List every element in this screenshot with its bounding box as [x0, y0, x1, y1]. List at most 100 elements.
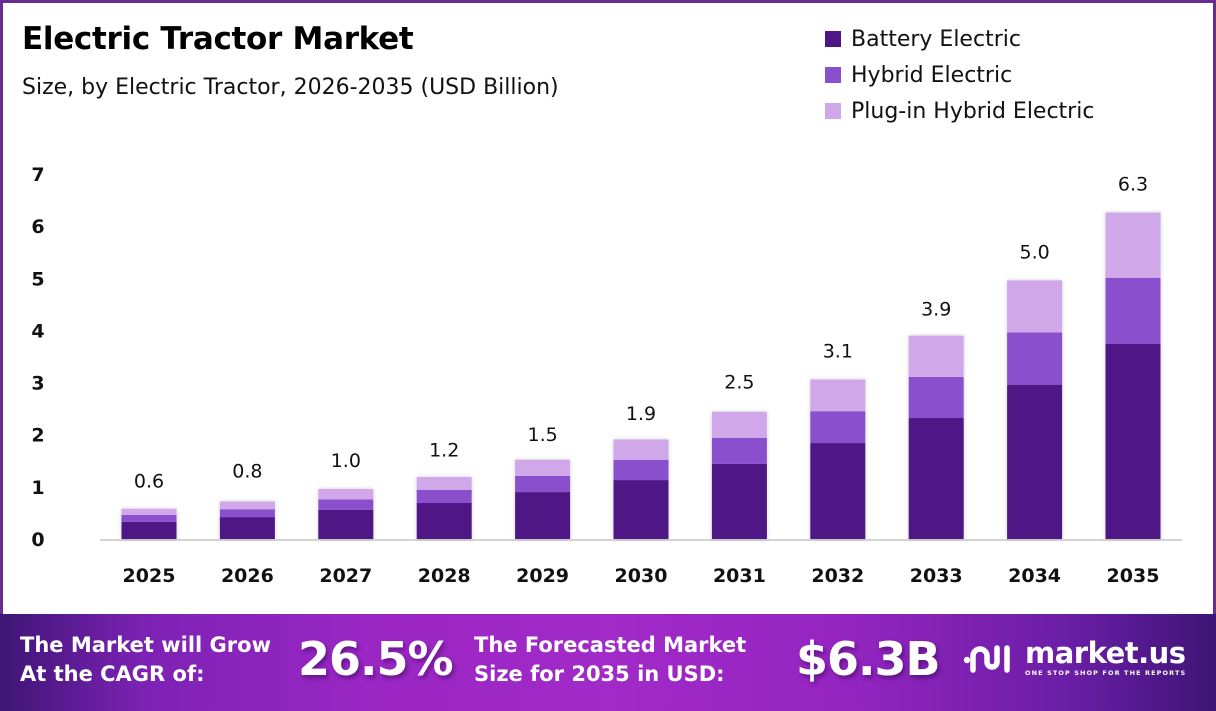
data-labels: 0.6 0.8 1.0 1.2 1.5 1.9 2.5 3.1 3.9 5.0 6.3	[134, 174, 1148, 493]
chart-title: Electric Tractor Market	[22, 21, 414, 57]
x-tick-label-2027: 2027	[319, 565, 372, 587]
legend-label: Battery Electric	[851, 26, 1021, 52]
bar-segment-plug-in-hybrid-electric-2025	[121, 508, 177, 516]
y-tick-label: 3	[31, 373, 44, 395]
forecast-caption: The Forecasted Market Size for 2035 in U…	[474, 631, 746, 689]
bar-segment-hybrid-electric-2032	[810, 411, 866, 444]
bar-segment-hybrid-electric-2026	[219, 509, 275, 518]
bar-segment-battery-electric-2030	[613, 480, 669, 539]
footer-banner: The Market will Grow At the CAGR of: 26.…	[0, 614, 1216, 711]
bar-segment-battery-electric-2034	[1007, 384, 1063, 539]
bar-segment-battery-electric-2032	[810, 443, 866, 539]
bar-segment-hybrid-electric-2035	[1105, 277, 1161, 344]
bar-segment-battery-electric-2031	[711, 463, 767, 539]
x-tick-label-2034: 2034	[1008, 565, 1061, 587]
market-us-logo-icon	[963, 644, 1010, 673]
legend-swatch-battery-electric	[825, 31, 841, 47]
bar-segment-hybrid-electric-2030	[613, 459, 669, 481]
y-tick-label: 5	[31, 268, 44, 290]
y-tick-label: 4	[31, 320, 44, 342]
data-label-2034: 5.0	[1019, 241, 1049, 263]
bar-segment-battery-electric-2029	[515, 492, 571, 539]
y-tick-label: 6	[31, 216, 44, 238]
forecast-value: $6.3B	[796, 632, 941, 686]
bar-segment-plug-in-hybrid-electric-2035	[1105, 212, 1161, 278]
chart-subtitle: Size, by Electric Tractor, 2026-2035 (US…	[22, 75, 559, 100]
legend-item-hybrid-electric: Hybrid Electric	[825, 57, 1094, 93]
bar-segment-battery-electric-2026	[219, 517, 275, 539]
legend-item-plug-in-hybrid-electric: Plug-in Hybrid Electric	[825, 93, 1094, 129]
cagr-caption: The Market will Grow At the CAGR of:	[20, 631, 271, 689]
legend-swatch-hybrid-electric	[825, 67, 841, 83]
legend-label: Plug-in Hybrid Electric	[851, 98, 1095, 124]
y-tick-label: 0	[31, 529, 44, 551]
bar-stack-2029	[515, 459, 571, 539]
data-label-2035: 6.3	[1118, 174, 1148, 196]
bar-stack-2033	[908, 335, 964, 539]
bar-segment-battery-electric-2025	[121, 521, 177, 539]
bar-segment-plug-in-hybrid-electric-2027	[318, 488, 374, 500]
bar-segment-plug-in-hybrid-electric-2030	[613, 439, 669, 460]
x-tick-label-2026: 2026	[221, 565, 274, 587]
logo-text-block: market.us ONE STOP SHOP FOR THE REPORTS	[1025, 638, 1186, 677]
data-label-2026: 0.8	[232, 460, 262, 482]
bar-stack-2035	[1105, 212, 1161, 539]
bar-segment-plug-in-hybrid-electric-2032	[810, 379, 866, 412]
bar-segment-battery-electric-2028	[416, 503, 472, 539]
forecast-caption-line1: The Forecasted Market	[474, 633, 747, 657]
x-tick-label-2030: 2030	[615, 565, 668, 587]
bar-segment-plug-in-hybrid-electric-2034	[1007, 280, 1063, 333]
bar-stack-2031	[711, 411, 767, 539]
bar-segment-plug-in-hybrid-electric-2028	[416, 476, 472, 490]
bar-segment-hybrid-electric-2031	[711, 437, 767, 464]
logo-tagline: ONE STOP SHOP FOR THE REPORTS	[1025, 669, 1187, 677]
data-label-2031: 2.5	[724, 372, 754, 394]
market-us-logo: market.us ONE STOP SHOP FOR THE REPORTS	[963, 638, 1186, 677]
bar-segment-battery-electric-2027	[318, 509, 374, 539]
bar-segment-hybrid-electric-2033	[908, 376, 964, 419]
logo-name: market.us	[1025, 636, 1186, 670]
y-tick-label: 7	[31, 164, 44, 186]
x-tick-label-2025: 2025	[123, 565, 176, 587]
bar-segment-hybrid-electric-2028	[416, 489, 472, 504]
x-tick-label-2031: 2031	[713, 565, 766, 587]
x-tick-label-2035: 2035	[1107, 565, 1160, 587]
cagr-caption-line1: The Market will Grow	[20, 633, 271, 657]
cagr-caption-line2: At the CAGR of:	[20, 662, 205, 686]
x-tick-label-2028: 2028	[418, 565, 471, 587]
bar-segment-plug-in-hybrid-electric-2029	[515, 459, 571, 476]
x-tick-label-2032: 2032	[811, 565, 864, 587]
bars	[121, 212, 1161, 539]
bar-segment-battery-electric-2033	[908, 418, 964, 539]
y-axis: 0 1 2 3 4 5 6 7	[31, 164, 44, 551]
data-label-2032: 3.1	[823, 340, 853, 362]
legend-label: Hybrid Electric	[851, 62, 1013, 88]
y-tick-label: 2	[31, 425, 44, 447]
bar-segment-hybrid-electric-2034	[1007, 332, 1063, 385]
data-label-2029: 1.5	[527, 424, 557, 446]
bar-segment-battery-electric-2035	[1105, 343, 1161, 539]
bar-segment-hybrid-electric-2027	[318, 499, 374, 510]
bar-segment-plug-in-hybrid-electric-2026	[219, 501, 275, 510]
legend: Battery Electric Hybrid Electric Plug-in…	[825, 21, 1094, 129]
data-label-2025: 0.6	[134, 471, 164, 493]
data-label-2033: 3.9	[921, 299, 951, 321]
bar-stack-2028	[416, 476, 472, 539]
bar-stack-2032	[810, 379, 866, 539]
bar-stack-2025	[121, 508, 177, 539]
bar-segment-hybrid-electric-2029	[515, 475, 571, 493]
legend-item-battery-electric: Battery Electric	[825, 21, 1094, 57]
bar-segment-hybrid-electric-2025	[121, 515, 177, 522]
bar-segment-plug-in-hybrid-electric-2031	[711, 411, 767, 438]
legend-swatch-plug-in-hybrid-electric	[825, 103, 841, 119]
data-label-2027: 1.0	[331, 450, 361, 472]
bar-stack-2030	[613, 439, 669, 539]
x-tick-label-2033: 2033	[910, 565, 963, 587]
y-tick-label: 1	[31, 477, 44, 499]
bar-segment-plug-in-hybrid-electric-2033	[908, 335, 964, 377]
x-axis: 2025 2026 2027 2028 2029 2030 2031 2032 2033 2034…	[123, 565, 1160, 587]
stacked-bar-chart: 0 1 2 3 4 5 6 7 0.6 0.8 1.0 1.2 1.5 1.9 2.5 3.1 3.9 5.0 6…	[31, 164, 1182, 587]
x-tick-label-2029: 2029	[516, 565, 569, 587]
bar-stack-2026	[219, 501, 275, 539]
data-label-2030: 1.9	[626, 403, 656, 425]
